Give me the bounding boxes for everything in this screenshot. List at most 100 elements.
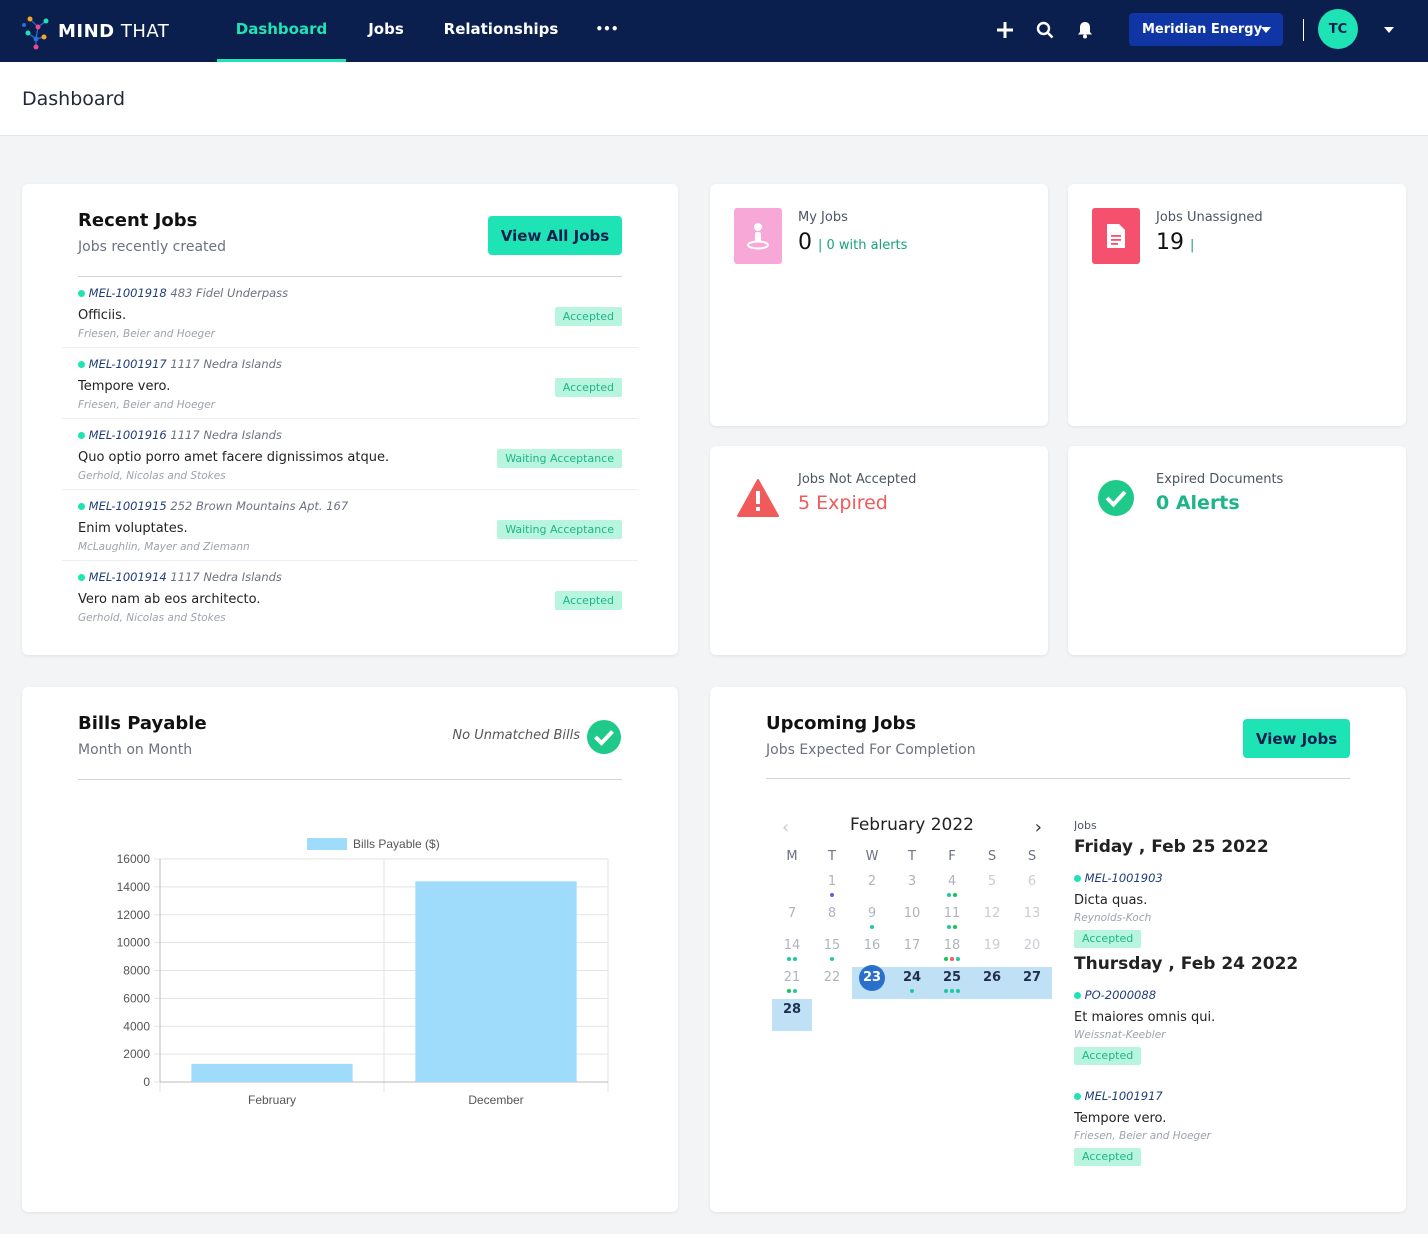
status-dot <box>78 432 85 439</box>
nav-dashboard[interactable]: Dashboard <box>217 0 346 62</box>
calendar-day[interactable]: 14 <box>772 935 812 967</box>
status-dot <box>1074 875 1081 882</box>
status-badge: Accepted <box>1074 930 1142 948</box>
job-date-heading: Thursday , Feb 24 2022 <box>1074 954 1299 974</box>
calendar-day-number: 1 <box>827 874 837 889</box>
calendar-day-number: 24 <box>902 970 922 985</box>
check-circle-icon <box>1092 470 1140 526</box>
calendar-day[interactable]: 27 <box>1012 967 1052 999</box>
list-item[interactable]: MEL-1001917 Tempore vero. Friesen, Beier… <box>1074 1089 1374 1166</box>
job-row[interactable]: MEL-1001915 252 Brown Mountains Apt. 167… <box>62 490 638 561</box>
logo-icon <box>22 16 49 50</box>
status-dot <box>1074 1093 1081 1100</box>
stat-alerts: | 0 with alerts <box>818 238 908 253</box>
nav-jobs[interactable]: Jobs <box>368 20 404 38</box>
page-header: Dashboard <box>0 62 1428 136</box>
event-dots <box>932 925 972 931</box>
avatar[interactable]: TC <box>1318 9 1358 49</box>
calendar-day[interactable]: 16 <box>852 935 892 967</box>
chevron-left-icon[interactable]: ‹ <box>782 817 790 838</box>
calendar-day[interactable]: 1 <box>812 871 852 903</box>
calendar-day[interactable]: 6 <box>1012 871 1052 903</box>
calendar-day[interactable]: 25 <box>932 967 972 999</box>
calendar-day[interactable]: 5 <box>972 871 1012 903</box>
calendar-day-number: 27 <box>1022 970 1042 985</box>
calendar-day[interactable]: 23 <box>852 965 892 999</box>
calendar-day-number: 18 <box>943 938 961 953</box>
upcoming-jobs-card: Upcoming Jobs Jobs Expected For Completi… <box>710 687 1406 1212</box>
job-ref: MEL-1001917 <box>1074 1089 1374 1103</box>
calendar-day-number: 2 <box>867 874 877 889</box>
calendar-day[interactable]: 24 <box>892 967 932 999</box>
job-ref: MEL-1001918 483 Fidel Underpass <box>78 286 288 300</box>
user-menu-chevron-icon[interactable] <box>1384 27 1394 33</box>
view-all-jobs-button[interactable]: View All Jobs <box>488 216 622 255</box>
job-date-heading: Friday , Feb 25 2022 <box>1074 837 1269 857</box>
view-jobs-button[interactable]: View Jobs <box>1243 719 1350 758</box>
calendar-day-number: 28 <box>782 1002 802 1017</box>
calendar-day[interactable]: 15 <box>812 935 852 967</box>
calendar-day[interactable]: 11 <box>932 903 972 935</box>
event-dots <box>1012 989 1052 995</box>
my-jobs-card[interactable]: My Jobs 0 | 0 with alerts <box>710 184 1048 426</box>
calendar-day[interactable]: 28 <box>772 999 812 1031</box>
calendar-day[interactable]: 22 <box>812 967 852 999</box>
status-dot <box>78 503 85 510</box>
calendar-day[interactable]: 17 <box>892 935 932 967</box>
chevron-right-icon[interactable]: › <box>1034 817 1042 838</box>
calendar-day[interactable]: 8 <box>812 903 852 935</box>
calendar-day-number: 23 <box>859 965 885 991</box>
calendar-day[interactable]: 19 <box>972 935 1012 967</box>
job-client: Friesen, Beier and Hoeger <box>78 328 216 340</box>
job-row[interactable]: MEL-1001917 1117 Nedra Islands Tempore v… <box>62 348 638 419</box>
weekday-label: F <box>948 849 956 864</box>
calendar-day-number: 4 <box>947 874 957 889</box>
job-row[interactable]: MEL-1001918 483 Fidel Underpass Officiis… <box>62 277 638 348</box>
job-row[interactable]: MEL-1001914 1117 Nedra Islands Vero nam … <box>62 561 638 632</box>
calendar-day[interactable]: 10 <box>892 903 932 935</box>
calendar-day-number: 9 <box>867 906 877 921</box>
chevron-down-icon <box>1261 27 1271 33</box>
page-title: Dashboard <box>22 88 126 110</box>
calendar-day[interactable]: 12 <box>972 903 1012 935</box>
job-client: Weissnat-Keebler <box>1074 1029 1166 1041</box>
calendar-day[interactable]: 7 <box>772 903 812 935</box>
calendar-day-number: 26 <box>982 970 1002 985</box>
calendar-day[interactable]: 9 <box>852 903 892 935</box>
nav-more-button[interactable]: ••• <box>595 22 619 36</box>
upcoming-jobs-list: Jobs Friday , Feb 25 2022 MEL-1001903 Di… <box>1074 819 1374 1191</box>
y-tick-label: 2000 <box>123 1047 150 1061</box>
event-dots <box>1012 893 1052 899</box>
bar <box>415 881 577 1082</box>
calendar-day[interactable]: 13 <box>1012 903 1052 935</box>
search-icon[interactable] <box>1033 18 1057 42</box>
calendar-day[interactable]: 20 <box>1012 935 1052 967</box>
stat-label: Jobs Unassigned <box>1156 210 1263 225</box>
bills-bar-chart: Bills Payable ($) 0 2000 4000 6000 8000 10000 1… <box>117 837 609 1107</box>
list-item[interactable]: MEL-1001903 Dicta quas. Reynolds-Koch Ac… <box>1074 871 1374 948</box>
add-icon[interactable] <box>993 18 1017 42</box>
bell-icon[interactable] <box>1073 18 1097 42</box>
job-client: Friesen, Beier and Hoeger <box>78 399 216 411</box>
calendar-day[interactable]: 3 <box>892 871 932 903</box>
list-item[interactable]: PO-2000088 Et maiores omnis qui. Weissna… <box>1074 988 1374 1065</box>
jobs-panel-title: Jobs <box>1074 819 1097 832</box>
status-dot <box>78 361 85 368</box>
job-row[interactable]: MEL-1001916 1117 Nedra Islands Quo optio… <box>62 419 638 490</box>
jobs-unassigned-card[interactable]: Jobs Unassigned 19 | <box>1068 184 1406 426</box>
logo[interactable]: MIND THAT <box>20 10 169 52</box>
calendar-day[interactable]: 2 <box>852 871 892 903</box>
organization-select[interactable]: Meridian Energy <box>1129 13 1283 46</box>
calendar-day[interactable]: 26 <box>972 967 1012 999</box>
nav-divider <box>1303 19 1304 41</box>
jobs-not-accepted-card[interactable]: Jobs Not Accepted 5 Expired <box>710 446 1048 655</box>
recent-jobs-title: Recent Jobs <box>78 210 198 231</box>
calendar-day[interactable]: 4 <box>932 871 972 903</box>
calendar-day[interactable]: 18 <box>932 935 972 967</box>
event-dots <box>972 989 1012 995</box>
calendar-day-number: 5 <box>987 874 997 889</box>
calendar-day[interactable]: 21 <box>772 967 812 999</box>
nav-relationships[interactable]: Relationships <box>443 20 559 38</box>
expired-documents-card[interactable]: Expired Documents 0 Alerts <box>1068 446 1406 655</box>
person-pin-icon <box>734 208 782 264</box>
